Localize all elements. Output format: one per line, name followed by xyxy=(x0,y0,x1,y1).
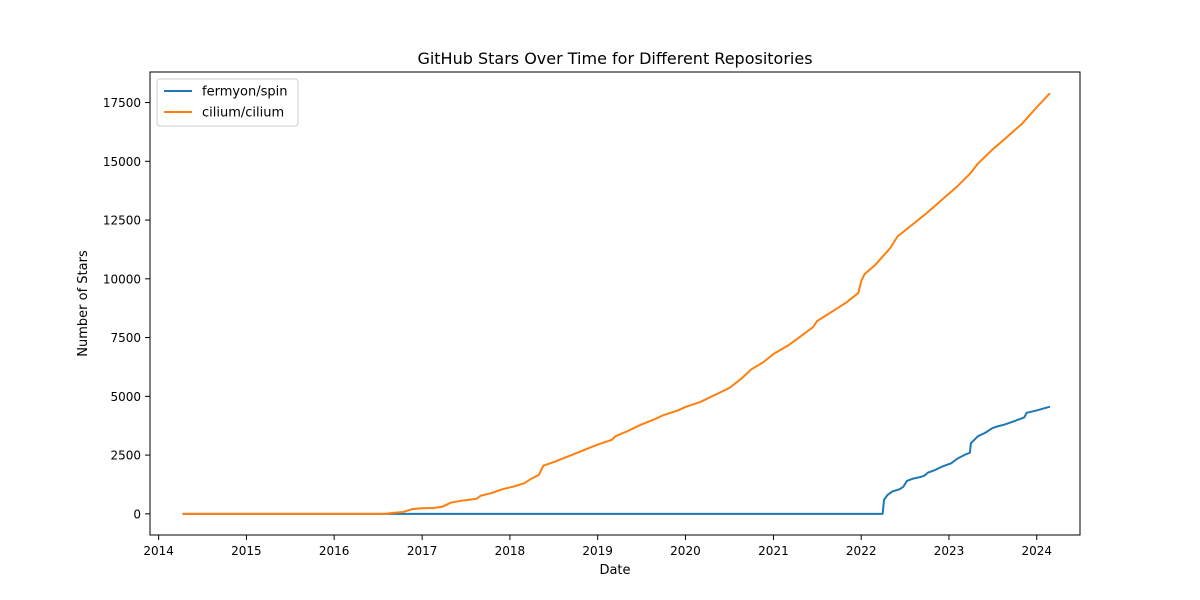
x-tick-label: 2016 xyxy=(319,544,350,558)
x-tick-label: 2015 xyxy=(231,544,262,558)
series-layer xyxy=(182,92,1051,515)
x-tick-label: 2022 xyxy=(846,544,877,558)
y-axis-label: Number of Stars xyxy=(76,250,91,357)
y-tick-label: 15000 xyxy=(103,155,141,169)
legend-box xyxy=(156,78,299,127)
legend: fermyon/spin cilium/cilium xyxy=(156,78,299,127)
x-tick-label: 2024 xyxy=(1021,544,1052,558)
y-tick-label: 0 xyxy=(133,507,141,521)
y-tick-label: 17500 xyxy=(103,96,141,110)
legend-label-0: fermyon/spin xyxy=(202,85,288,100)
legend-label-1: cilium/cilium xyxy=(202,106,284,121)
y-tick-label: 7500 xyxy=(110,331,141,345)
series-line-1 xyxy=(182,92,1051,515)
chart-title: GitHub Stars Over Time for Different Rep… xyxy=(417,49,812,68)
x-tick-label: 2017 xyxy=(407,544,438,558)
y-tick-label: 5000 xyxy=(110,390,141,404)
x-axis-label: Date xyxy=(599,563,630,578)
x-tick-label: 2020 xyxy=(670,544,701,558)
y-tick-label: 10000 xyxy=(103,272,141,286)
x-tick-label: 2018 xyxy=(495,544,526,558)
y-tick-label: 2500 xyxy=(110,449,141,463)
x-axis: 2014 2015 2016 2017 2018 2019 2020 2021 2022 2023… xyxy=(143,535,1052,558)
x-tick-label: 2021 xyxy=(758,544,789,558)
x-tick-label: 2023 xyxy=(934,544,965,558)
y-axis: 0 2500 5000 7500 10000 12500 15000 17500 xyxy=(103,96,150,521)
x-tick-label: 2019 xyxy=(582,544,613,558)
series-line-0 xyxy=(182,405,1051,515)
x-tick-label: 2014 xyxy=(143,544,174,558)
plot-frame xyxy=(149,71,1081,536)
y-tick-label: 12500 xyxy=(103,214,141,228)
